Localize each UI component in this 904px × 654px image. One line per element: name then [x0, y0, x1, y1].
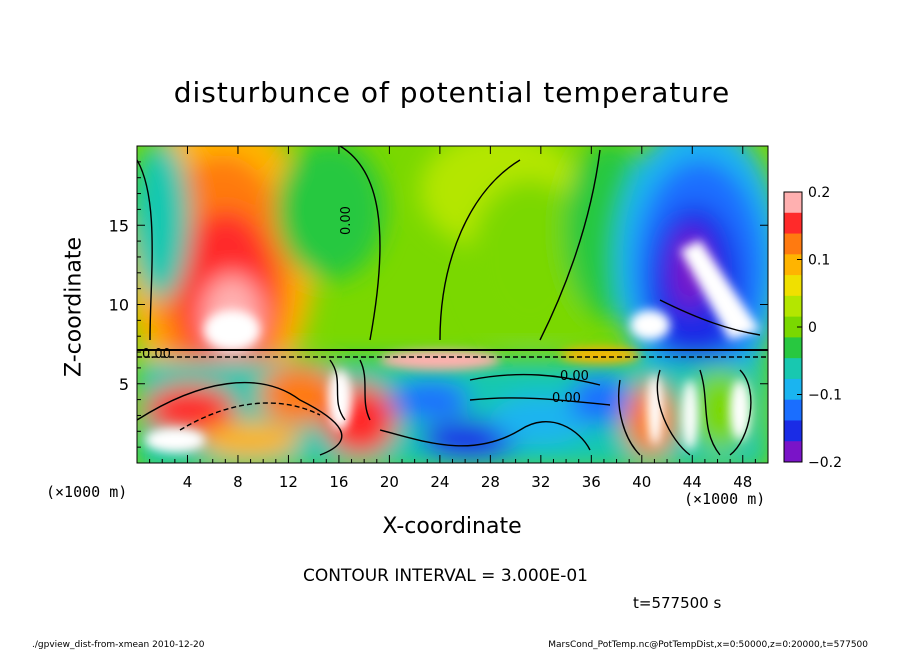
x-tick-label: 4: [183, 473, 193, 491]
colorbar-segment: [784, 254, 802, 276]
x-tick-label: 32: [531, 473, 550, 491]
colorbar-segment: [784, 358, 802, 380]
colorbar-tick-label: −0.1: [808, 388, 842, 404]
y-tick-label: 5: [119, 375, 129, 394]
colorbar-tick-label: 0: [808, 320, 817, 336]
x-tick-label: 36: [582, 473, 601, 491]
colorbar-segment: [784, 420, 802, 442]
colorbar-segment: [784, 399, 802, 421]
contour-label: 0.00: [552, 391, 581, 406]
plot-area: [137, 146, 768, 463]
colorbar-segment: [784, 337, 802, 359]
x-tick-label: 28: [481, 473, 500, 491]
x-tick-label: 8: [233, 473, 243, 491]
footer-source: MarsCond_PotTemp.nc@PotTempDist,x=0:5000…: [548, 640, 868, 650]
colorbar: 0.2 0.1 0 −0.1 −0.2: [783, 185, 842, 471]
x-tick-label: 40: [632, 473, 651, 491]
x-axis-unit-left: (×1000 m): [46, 483, 128, 501]
colorbar-segment: [784, 192, 802, 214]
colorbar-tick-label: 0.2: [808, 185, 830, 201]
x-tick-label: 20: [380, 473, 399, 491]
contour-label: 0.00: [142, 347, 171, 362]
x-axis-unit-right: (×1000 m): [684, 490, 766, 508]
x-tick-label: 24: [430, 473, 449, 491]
y-tick-label: 10: [109, 296, 129, 315]
colorbar-segment: [784, 212, 802, 235]
colorbar-segment: [784, 295, 802, 318]
time-stamp: t=577500 s: [633, 594, 722, 612]
x-tick-label: 48: [733, 473, 752, 491]
colorbar-tick-label: −0.2: [808, 455, 842, 471]
y-tick-label: 15: [109, 216, 129, 235]
colorbar-segment: [784, 275, 802, 297]
colorbar-segment: [784, 233, 802, 255]
contour-interval-note: CONTOUR INTERVAL = 3.000E-01: [303, 566, 588, 586]
x-tick-label: 16: [329, 473, 348, 491]
x-tick-label: 44: [683, 473, 702, 491]
contour-label: 0.00: [339, 206, 354, 235]
footer-command: ./gpview_dist-from-xmean 2010-12-20: [32, 640, 205, 650]
contour-label: 0.00: [560, 369, 589, 384]
colorbar-segment: [784, 316, 802, 338]
x-tick-label: 12: [279, 473, 298, 491]
colorbar-segment: [784, 441, 802, 463]
x-axis-label: X-coordinate: [382, 514, 522, 539]
colorbar-tick-label: 0.1: [808, 253, 830, 269]
chart-title: disturbunce of potential temperature: [173, 76, 731, 109]
colorbar-segment: [784, 378, 802, 401]
